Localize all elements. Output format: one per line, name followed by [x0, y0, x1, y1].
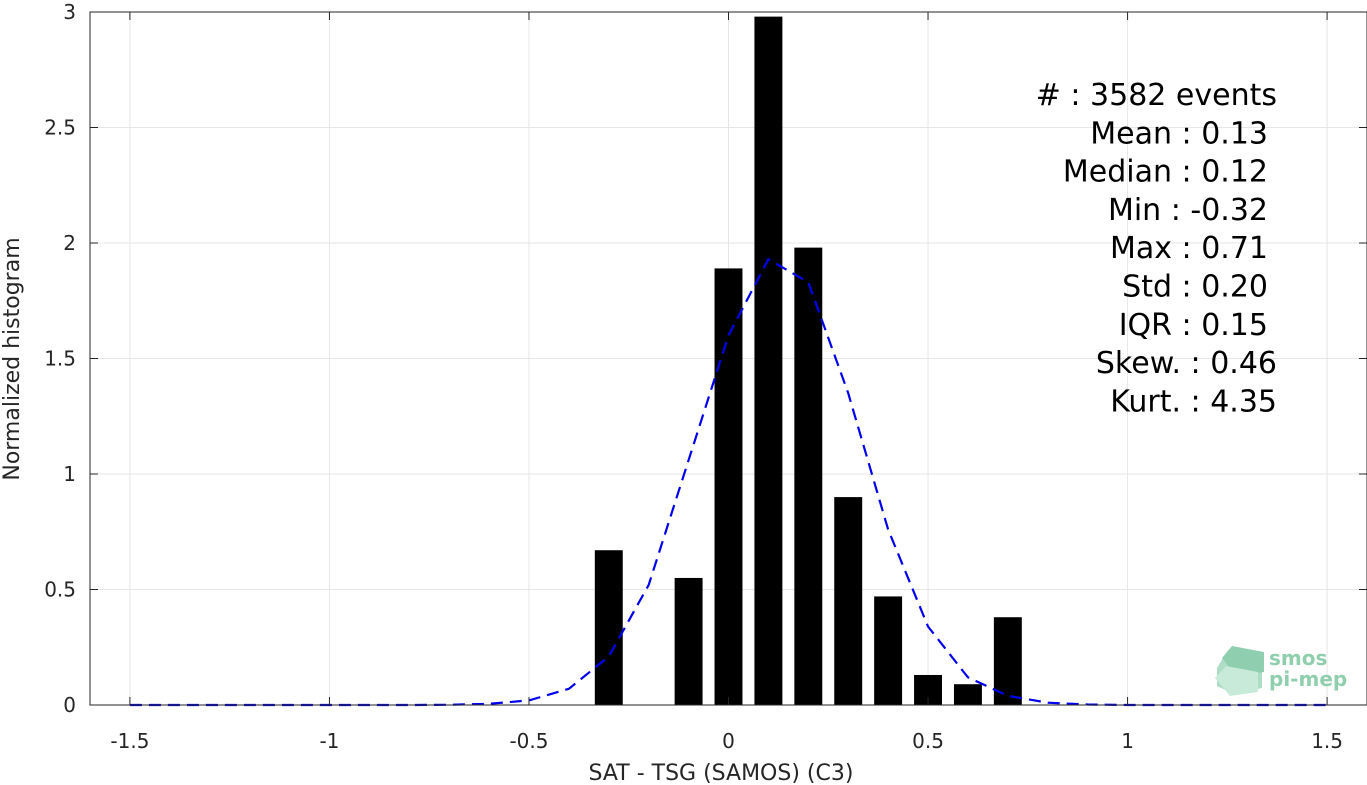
histogram-bar	[794, 247, 823, 705]
y-axis-ticks: 0 0.5 1 1.5 2 2.5 3	[44, 0, 1367, 717]
x-tick-label: 0	[722, 729, 735, 753]
stat-line: Kurt. : 4.35	[1110, 384, 1277, 419]
x-tick-label: 1.5	[1311, 729, 1343, 753]
y-tick-label: 1.5	[44, 347, 76, 371]
logo-emblem	[1215, 646, 1264, 696]
y-tick-label: 0.5	[44, 578, 76, 602]
histogram-bar	[594, 550, 623, 705]
stat-line: Median : 0.12	[1063, 155, 1268, 190]
stat-line: Mean : 0.13	[1090, 116, 1268, 151]
y-tick-label: 2.5	[44, 116, 76, 140]
smos-pi-mep-logo: smos pi-mep	[1215, 646, 1347, 696]
y-axis-label: Normalized histogram	[0, 237, 25, 480]
stat-line: Skew. : 0.46	[1096, 346, 1277, 381]
stat-line: Min : -0.32	[1108, 193, 1268, 228]
logo-text-pi-mep: pi-mep	[1269, 667, 1347, 691]
y-tick-label: 3	[63, 0, 76, 24]
histogram-bar	[874, 596, 903, 705]
y-tick-label: 1	[63, 462, 76, 486]
histogram-bar	[754, 16, 783, 706]
x-tick-label: 1	[1121, 729, 1134, 753]
histogram-bars	[594, 16, 1022, 706]
stat-line: Max : 0.71	[1110, 231, 1268, 266]
histogram-bar	[834, 497, 863, 705]
histogram-bar	[953, 684, 982, 705]
y-tick-label: 0	[63, 693, 76, 717]
logo-text-smos: smos	[1269, 646, 1327, 670]
y-tick-label: 2	[63, 231, 76, 255]
x-tick-label: -0.5	[509, 729, 548, 753]
x-tick-label: -1.5	[110, 729, 149, 753]
x-axis-label: SAT - TSG (SAMOS) (C3)	[589, 761, 854, 785]
histogram-bar	[674, 577, 703, 705]
stat-line: Std : 0.20	[1122, 270, 1268, 305]
stat-line: IQR : 0.15	[1119, 308, 1268, 343]
x-tick-label: -1	[319, 729, 339, 753]
histogram-bar	[714, 268, 743, 705]
x-tick-label: 0.5	[912, 729, 944, 753]
x-axis-ticks: -1.5 -1 -0.5 0 0.5 1 1.5	[110, 12, 1343, 753]
stat-line: # : 3582 events	[1036, 78, 1277, 113]
